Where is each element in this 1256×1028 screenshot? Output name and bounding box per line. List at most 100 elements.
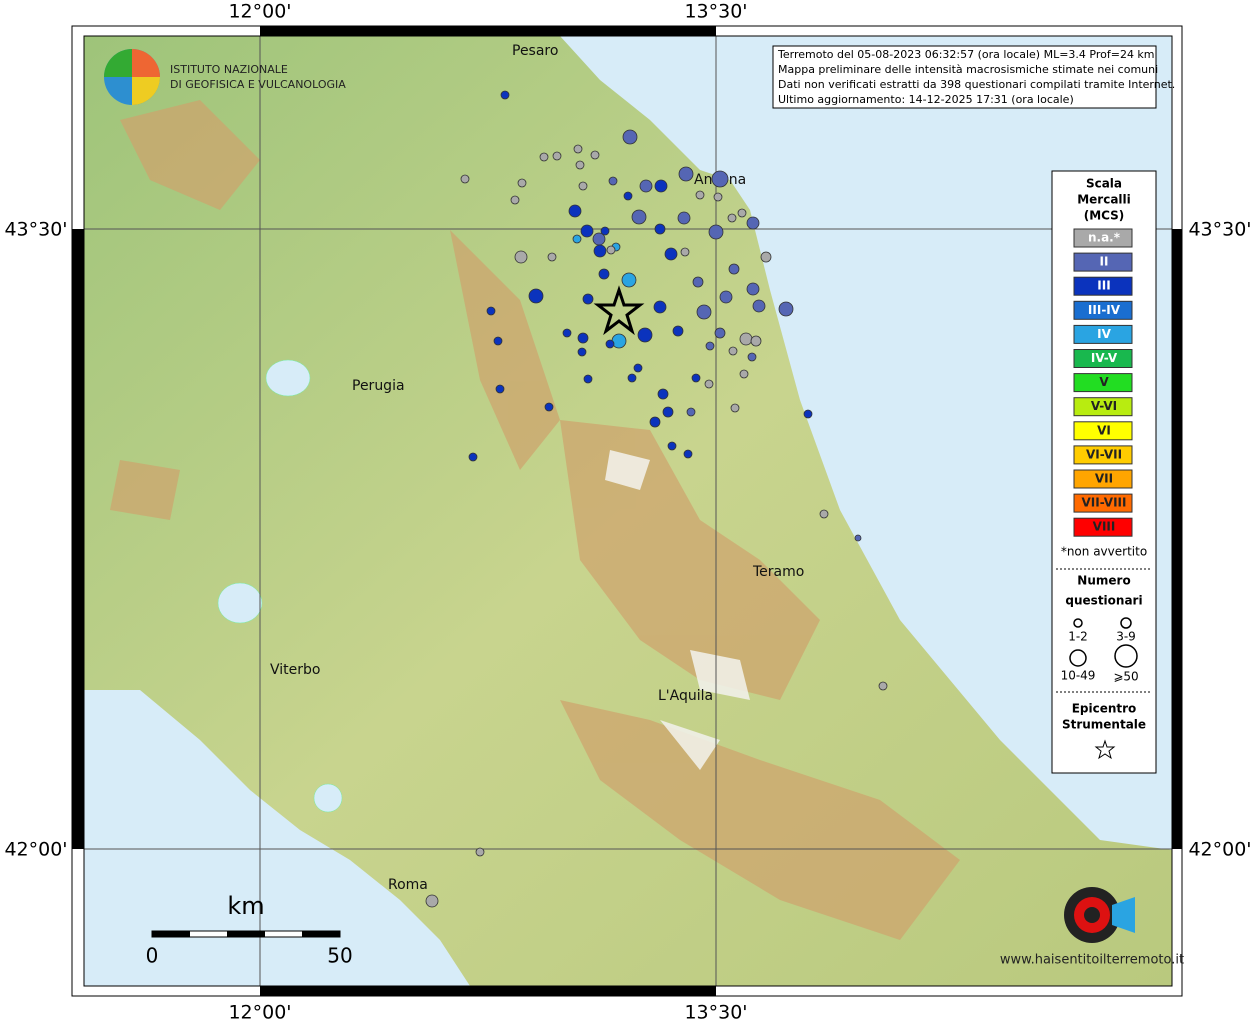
intensity-point — [708, 224, 724, 240]
frame — [71, 25, 1183, 997]
legend-label: VIII — [1093, 520, 1116, 534]
intensity-point — [593, 244, 607, 258]
legend-swatch — [1073, 421, 1133, 441]
legend-swatch — [1073, 373, 1133, 393]
lon-label: 13°30' — [684, 1, 747, 23]
intensity-point — [539, 152, 549, 162]
legend-label: VI-VII — [1086, 447, 1122, 461]
legend-label: VII-VIII — [1081, 496, 1126, 510]
intensity-point — [672, 325, 684, 337]
legend-title: Epicentro — [1072, 702, 1137, 716]
intensity-point — [582, 293, 594, 305]
intensity-point — [598, 268, 610, 280]
brand-logo: www.haisentitoilterremoto.it — [1000, 887, 1184, 968]
intensity-point — [583, 374, 593, 384]
lon-label: 13°30' — [684, 1002, 747, 1024]
intensity-point — [573, 144, 583, 154]
intensity-point — [739, 369, 749, 379]
intensity-point — [606, 245, 616, 255]
intensity-point — [623, 191, 633, 201]
legend-swatch — [1073, 324, 1133, 344]
intensity-point — [637, 327, 653, 343]
intensity-point — [528, 288, 544, 304]
intensity-point — [622, 129, 638, 145]
intensity-point — [475, 847, 485, 857]
logo-text: DI GEOFISICA E VULCANOLOGIA — [170, 78, 346, 91]
legend-swatch — [1073, 517, 1133, 537]
city: Roma — [388, 877, 428, 893]
intensity-point — [680, 247, 690, 257]
intensity-point — [510, 195, 520, 205]
legend-label: III-IV — [1088, 303, 1121, 317]
intensity-point — [664, 247, 678, 261]
info-line: Dati non verificati estratti da 398 ques… — [778, 78, 1175, 91]
legend-swatch — [1073, 228, 1133, 248]
intensity-point — [517, 178, 527, 188]
legend-swatch — [1073, 276, 1133, 296]
intensity-point — [704, 379, 714, 389]
intensity-point — [695, 190, 705, 200]
size-sample — [1120, 617, 1132, 629]
city: Teramo — [752, 564, 804, 580]
intensity-point — [611, 333, 627, 349]
legend-title: questionari — [1065, 594, 1142, 608]
legend-label: n.a.* — [1088, 231, 1121, 245]
legend-star — [1094, 739, 1116, 760]
legend-content: ScalaMercalli(MCS)n.a.*IIIIIIII-IVIVIV-V… — [1056, 177, 1152, 760]
legend-label: IV — [1097, 327, 1111, 341]
legend-swatch — [1073, 445, 1133, 465]
tyrrhenian-sea — [84, 690, 470, 986]
intensity-point — [460, 174, 470, 184]
legend-label: V-VI — [1091, 399, 1117, 413]
legend-label: III — [1097, 279, 1110, 293]
intensity-point — [590, 150, 600, 160]
lakes — [217, 359, 343, 813]
intensity-point — [728, 263, 740, 275]
intensity-point — [493, 336, 503, 346]
grid — [84, 36, 1172, 986]
intensity-point — [577, 332, 589, 344]
intensity-point — [639, 179, 653, 193]
intensity-point — [752, 299, 766, 313]
intensity-point — [631, 209, 647, 225]
scale-label: 0 — [146, 944, 159, 968]
intensity-point — [425, 894, 439, 908]
intensity-point — [714, 327, 726, 339]
intensity-point — [653, 300, 667, 314]
intensity-point — [692, 276, 704, 288]
scalebar: km 0 50 — [146, 892, 353, 968]
intensity-point — [760, 251, 772, 263]
intensity-point — [649, 416, 661, 428]
info-box — [772, 45, 1157, 109]
intensity-point — [854, 534, 862, 542]
legend-title: Strumentale — [1062, 718, 1146, 732]
intensity-point — [578, 181, 588, 191]
intensity-point — [819, 509, 829, 519]
intensity-point — [737, 208, 747, 218]
intensity-point — [662, 406, 674, 418]
legend-count: ⩾50 — [1113, 670, 1138, 684]
intensity-point — [705, 341, 715, 351]
intensity-point — [713, 192, 723, 202]
info-text: Terremoto del 05-08-2023 06:32:57 (ora l… — [777, 48, 1175, 106]
intensity-point — [605, 339, 615, 349]
intensity-point — [667, 441, 677, 451]
intensity-point — [803, 409, 813, 419]
intensity-point — [696, 304, 712, 320]
intensity-point — [654, 179, 668, 193]
legend-title: Scala — [1086, 177, 1122, 191]
intensity-point — [739, 332, 753, 346]
intensity-point — [608, 176, 618, 186]
legend-swatch — [1073, 252, 1133, 272]
intensity-point — [728, 346, 738, 356]
info-line: Ultimo aggiornamento: 14-12-2025 17:31 (… — [778, 93, 1074, 106]
lon-label: 12°00' — [228, 1002, 291, 1024]
intensity-point — [719, 290, 733, 304]
lat-label: 42°00' — [1188, 839, 1251, 861]
intensity-point — [878, 681, 888, 691]
mountains — [110, 100, 960, 940]
legend-title: (MCS) — [1084, 209, 1125, 223]
intensity-point — [600, 226, 610, 236]
intensity-point — [746, 282, 760, 296]
intensity-point — [572, 234, 582, 244]
